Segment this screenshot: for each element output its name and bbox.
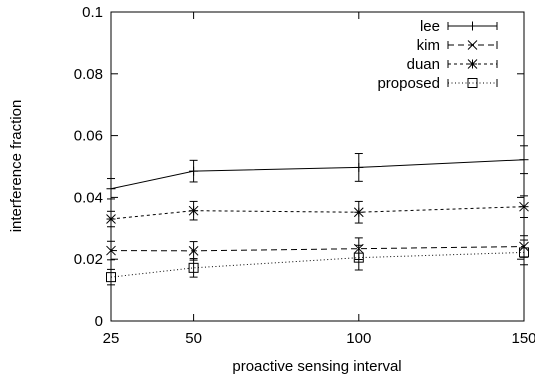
data-point-proposed: [106, 272, 116, 283]
legend: lee kim duan proposed: [377, 18, 498, 92]
legend-marker-duan: [467, 59, 478, 69]
error-bar: [107, 268, 115, 286]
series-line-duan: [110, 206, 525, 220]
series-proposed: [106, 239, 529, 286]
legend-label: duan: [407, 56, 440, 73]
y-tick-label: 0.08: [74, 66, 103, 83]
plot-frame: [110, 11, 525, 322]
x-tick-label: 25: [103, 330, 120, 347]
data-point-proposed: [353, 252, 364, 263]
series-line-proposed: [110, 251, 525, 278]
data-point-duan: [519, 201, 529, 212]
legend-label: kim: [417, 37, 440, 54]
legend-label: lee: [420, 18, 440, 35]
data-point-duan: [188, 205, 199, 216]
series-duan: [106, 195, 529, 228]
series-line-kim: [110, 246, 525, 252]
y-tick-label: 0.02: [74, 251, 103, 268]
data-point-kim: [188, 246, 199, 256]
data-point-proposed: [519, 247, 529, 258]
legend-marker-lee: [468, 21, 477, 31]
axis-ticks: 0 0.02 0.04 0.06 0.08 0.1 25 50 100 150: [74, 4, 535, 347]
data-point-lee: [189, 166, 199, 176]
error-bar: [520, 239, 528, 266]
series-line-lee: [110, 159, 525, 190]
error-bar: [189, 258, 198, 278]
legend-marker-kim: [467, 40, 478, 50]
y-tick-label: 0.1: [82, 4, 103, 21]
series-kim: [106, 235, 529, 261]
data-point-kim: [106, 245, 116, 256]
legend-label: proposed: [377, 75, 440, 92]
y-tick-label: 0.06: [74, 128, 103, 145]
x-tick-label: 50: [185, 330, 202, 347]
data-point-duan: [353, 207, 364, 218]
data-point-lee: [106, 184, 116, 194]
data-point-lee: [519, 155, 529, 165]
data-point-lee: [354, 162, 364, 172]
data-point-duan: [106, 214, 116, 224]
series-layer: [106, 145, 529, 286]
y-tick-label: 0: [95, 313, 103, 330]
x-tick-label: 150: [511, 330, 535, 347]
data-point-proposed: [188, 262, 199, 273]
y-axis-title: interference fraction: [8, 100, 25, 233]
x-tick-label: 100: [346, 330, 371, 347]
y-tick-label: 0.04: [74, 189, 103, 206]
x-axis-title: proactive sensing interval: [232, 358, 401, 375]
series-lee: [106, 145, 529, 200]
error-bar: [354, 244, 363, 271]
legend-marker-proposed: [467, 78, 478, 88]
